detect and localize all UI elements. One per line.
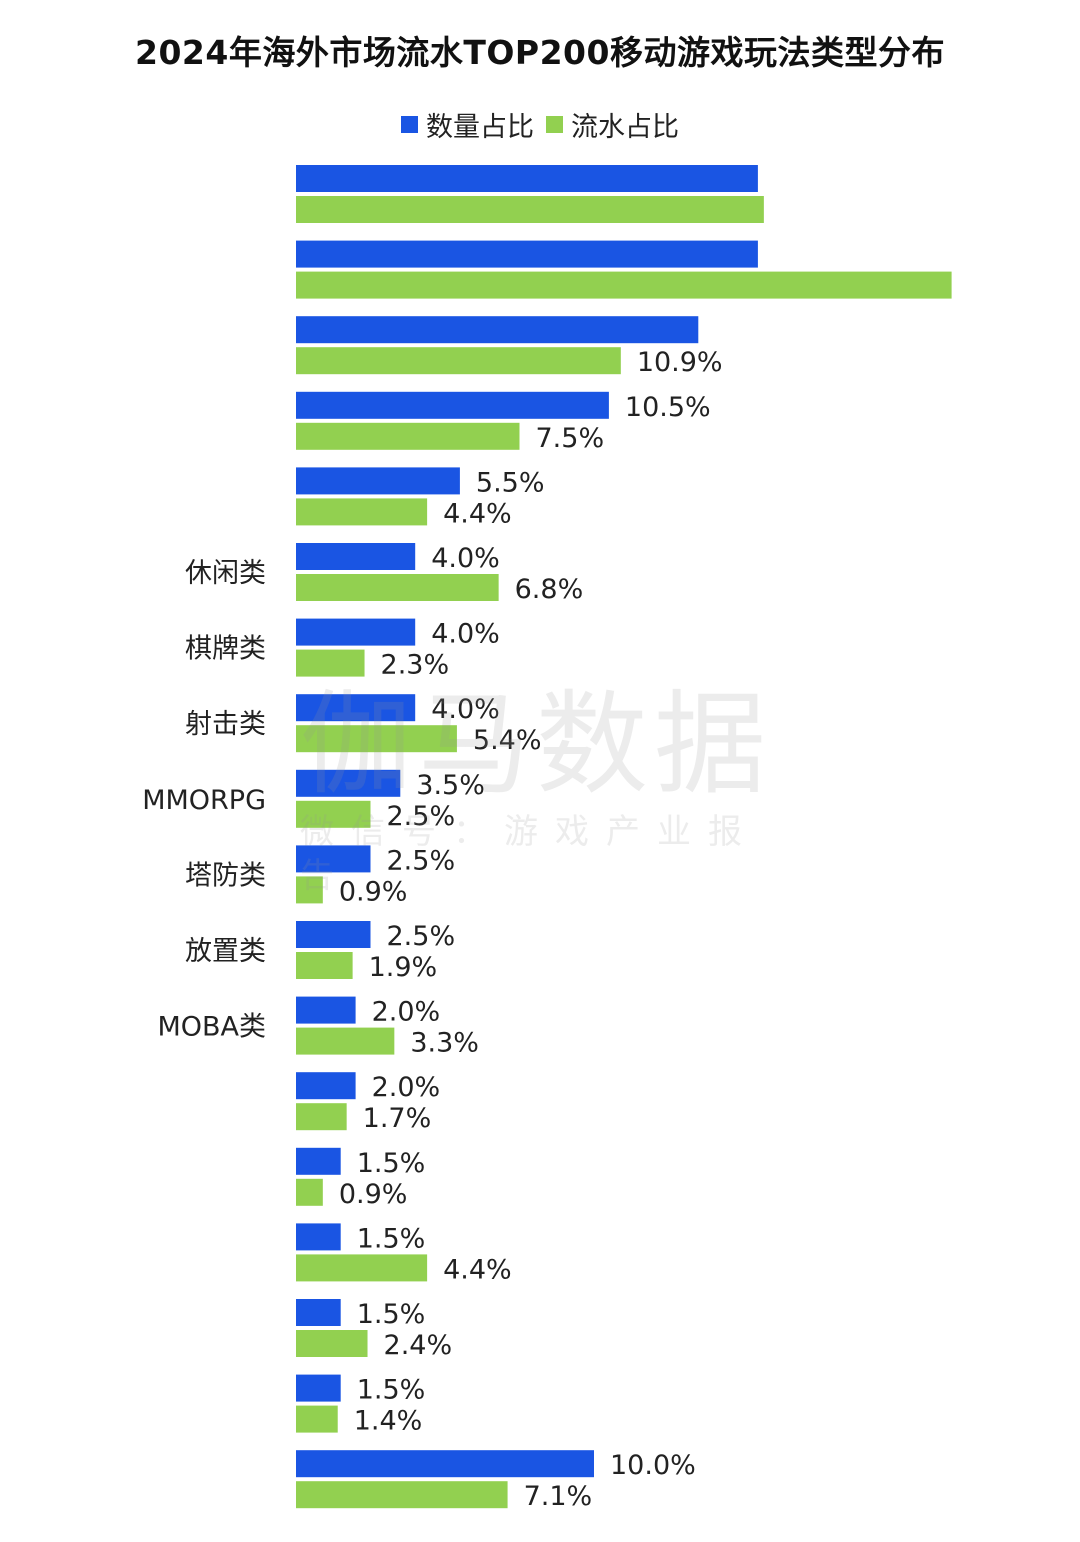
data-label-revenue: 4.4% — [443, 498, 512, 529]
data-label-count: 1.5% — [357, 1148, 426, 1179]
category-label: MMORPG — [142, 785, 266, 816]
data-label-revenue: 0.9% — [339, 1179, 408, 1210]
bar-count — [296, 769, 401, 797]
bar-count — [296, 1374, 341, 1402]
bar-count — [296, 240, 758, 268]
bar-revenue — [296, 1254, 428, 1282]
bar-count — [296, 165, 758, 192]
bar-count — [296, 694, 416, 722]
bar-revenue — [296, 876, 323, 904]
legend-swatch-count — [401, 115, 418, 133]
bar-count — [296, 1450, 594, 1478]
data-label-revenue: 10.9% — [637, 347, 723, 378]
data-label-count: 2.5% — [387, 921, 456, 952]
bar-count — [296, 1299, 341, 1326]
bar-revenue — [296, 800, 371, 828]
bar-revenue — [296, 498, 428, 526]
data-label-count: 5.5% — [476, 467, 545, 498]
bar-count — [296, 845, 371, 873]
bar-revenue — [296, 725, 457, 753]
data-label-count: 1.5% — [357, 1375, 426, 1406]
legend-swatch-revenue — [546, 115, 563, 133]
category-label: 射击类 — [185, 709, 266, 740]
data-label-count: 2.0% — [372, 997, 441, 1028]
chart-legend: 数量占比 流水占比 — [0, 104, 1080, 144]
bar-revenue — [296, 196, 764, 223]
data-label-revenue: 1.9% — [369, 952, 438, 983]
bar-revenue — [296, 1103, 347, 1131]
legend-item-revenue: 流水占比 — [546, 105, 679, 144]
data-label-revenue: 7.1% — [524, 1481, 593, 1512]
bar-count — [296, 1147, 341, 1175]
data-label-revenue: 2.4% — [384, 1330, 453, 1361]
bar-revenue — [296, 1027, 395, 1055]
data-label-count: 10.5% — [625, 392, 711, 423]
legend-item-count: 数量占比 — [401, 105, 534, 144]
data-label-revenue: 4.4% — [443, 1254, 512, 1285]
category-label: 放置类 — [185, 936, 266, 967]
legend-label-revenue: 流水占比 — [571, 111, 679, 143]
bar-count — [296, 467, 460, 495]
bar-revenue — [296, 1405, 338, 1433]
bar-revenue — [296, 1178, 323, 1206]
bar-revenue — [296, 1330, 368, 1357]
bar-revenue — [296, 952, 353, 979]
bar-revenue — [296, 649, 365, 677]
bar-count — [296, 1223, 341, 1251]
data-label-revenue: 3.3% — [410, 1028, 479, 1059]
bar-count — [296, 543, 416, 570]
data-label-count: 3.5% — [416, 770, 485, 801]
bar-count — [296, 921, 371, 948]
bar-count — [296, 1072, 356, 1100]
data-label-count: 4.0% — [431, 694, 500, 725]
data-label-revenue: 2.3% — [381, 650, 450, 681]
data-label-revenue: 5.4% — [473, 725, 542, 756]
data-label-count: 4.0% — [431, 619, 500, 650]
category-label: MOBA类 — [157, 1012, 266, 1043]
bar-revenue — [296, 1481, 508, 1509]
data-label-count: 10.0% — [610, 1450, 696, 1481]
legend-label-count: 数量占比 — [426, 111, 534, 143]
category-label: 棋牌类 — [185, 634, 266, 665]
data-label-count: 4.0% — [431, 543, 500, 574]
data-label-revenue: 6.8% — [515, 574, 584, 605]
bar-count — [296, 618, 416, 646]
category-label: 休闲类 — [185, 558, 266, 589]
bar-revenue — [296, 422, 520, 450]
data-label-count: 2.5% — [387, 845, 456, 876]
data-label-revenue: 1.4% — [354, 1406, 423, 1437]
data-label-count: 2.0% — [372, 1072, 441, 1103]
bars-group: 10.9%10.5%7.5%5.5%4.4%休闲类 4.0%6.8%棋牌类 4.0%… — [142, 165, 952, 1512]
data-label-revenue: 7.5% — [536, 423, 605, 454]
category-label: 塔防类 — [185, 860, 266, 891]
bar-revenue — [296, 574, 499, 601]
data-label-revenue: 1.7% — [363, 1103, 432, 1134]
data-label-count: 1.5% — [357, 1299, 426, 1330]
bar-revenue — [296, 347, 621, 375]
bar-count — [296, 316, 699, 344]
data-label-revenue: 2.5% — [387, 801, 456, 832]
data-label-count: 1.5% — [357, 1223, 426, 1254]
bar-count — [296, 996, 356, 1024]
chart-title: 2024年海外市场流水TOP200移动游戏玩法类型分布 — [135, 33, 945, 72]
bar-revenue — [296, 271, 952, 299]
bar-count — [296, 391, 609, 419]
data-label-revenue: 0.9% — [339, 876, 408, 907]
